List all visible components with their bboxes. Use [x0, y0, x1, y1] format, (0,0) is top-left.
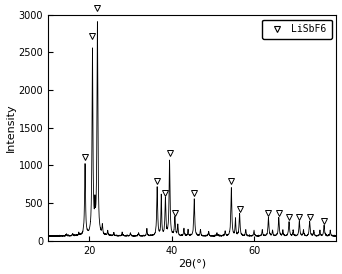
X-axis label: 2θ(°): 2θ(°): [178, 258, 206, 269]
Y-axis label: Intensity: Intensity: [5, 103, 15, 152]
Legend: LiSbF6: LiSbF6: [262, 19, 332, 39]
